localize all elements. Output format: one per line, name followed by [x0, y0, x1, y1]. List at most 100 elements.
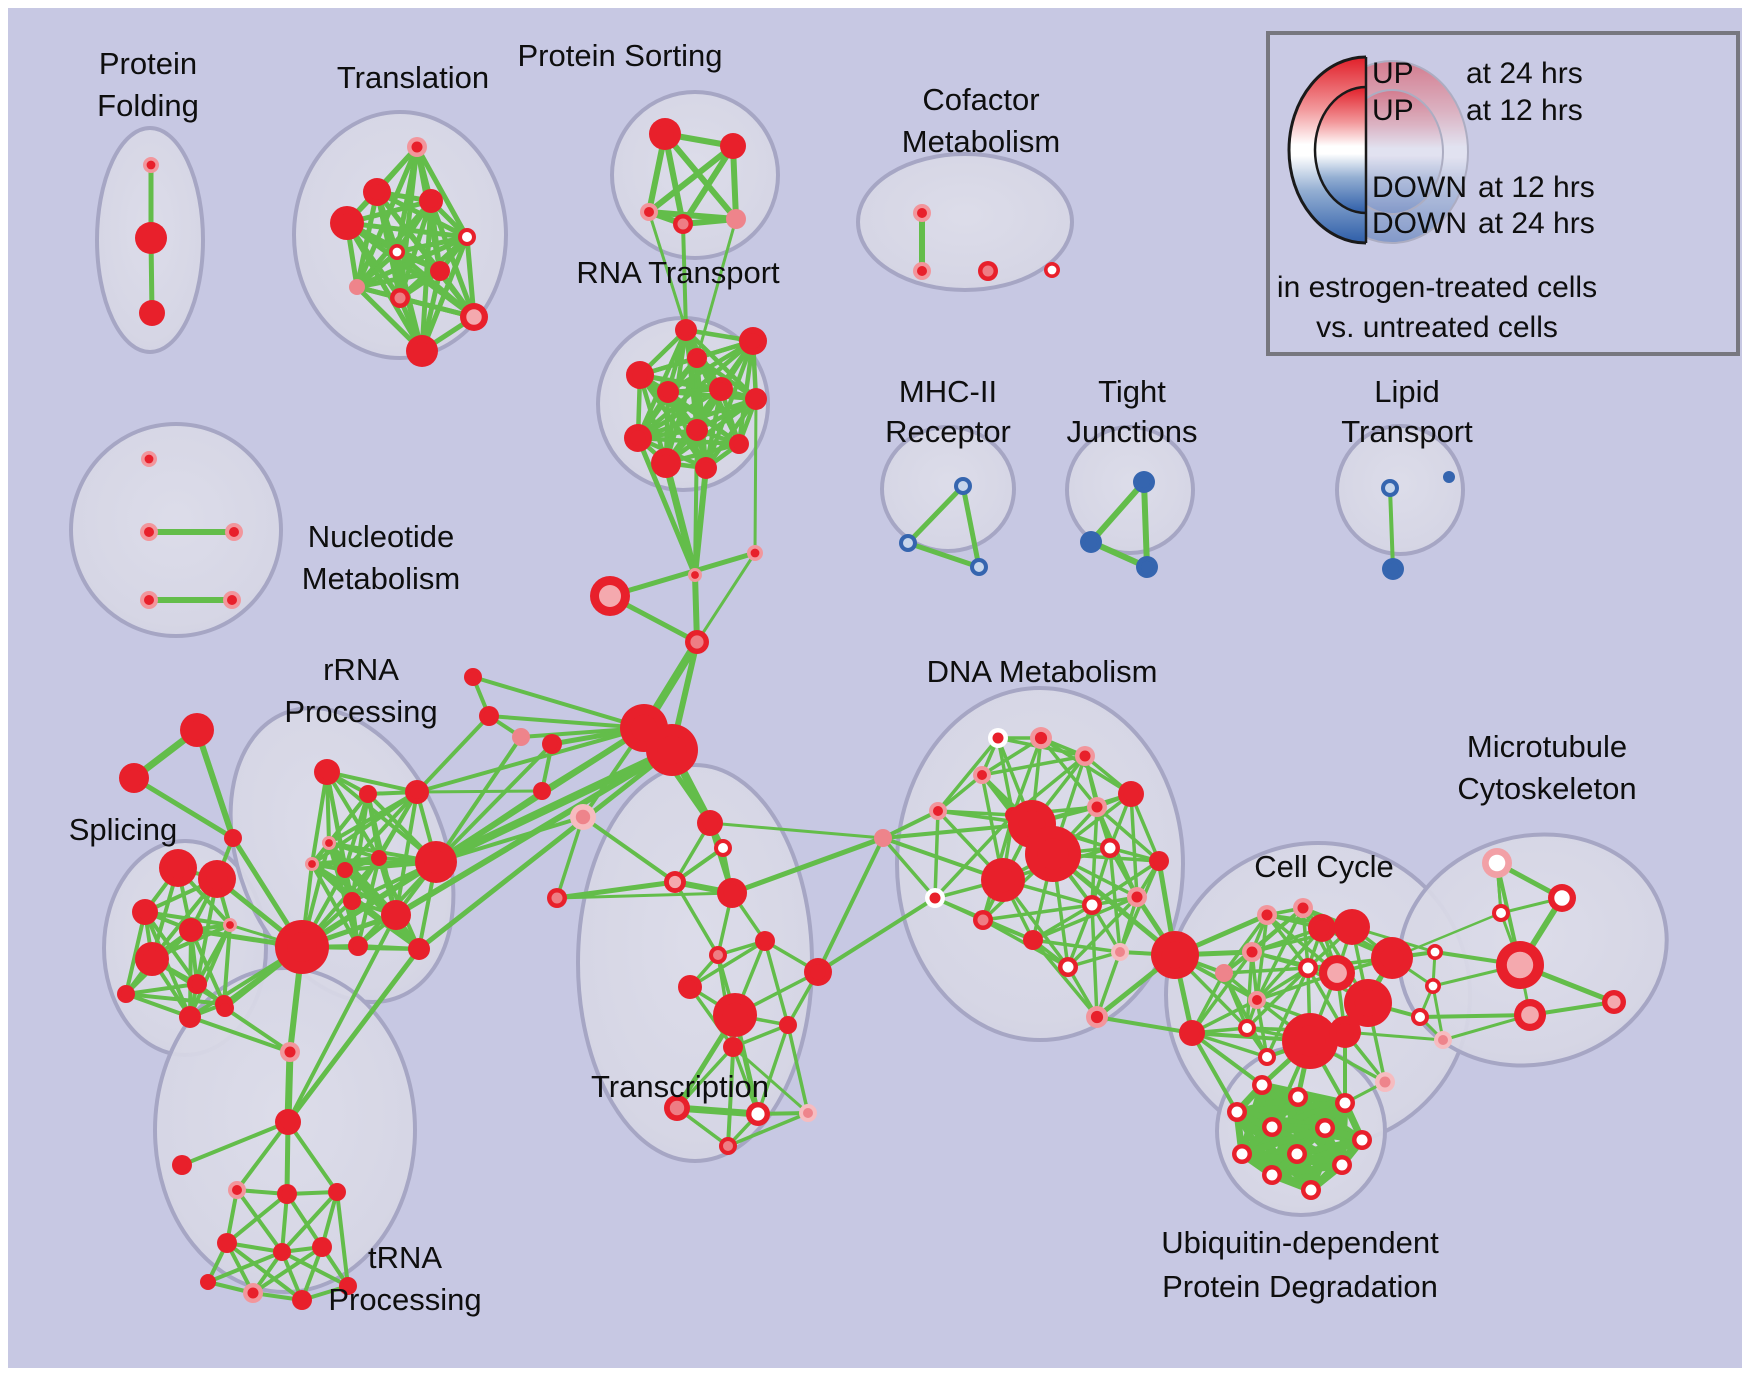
network-node-tc6: [709, 946, 727, 964]
network-node-tl6: [389, 244, 405, 260]
edge: [1066, 903, 1094, 969]
edge: [756, 1023, 790, 1116]
cluster-label-nucleotide-metabolism: Metabolism: [302, 561, 461, 596]
edge: [1222, 913, 1269, 975]
edge: [981, 903, 1094, 922]
edge: [1066, 895, 1139, 969]
cluster-label-mhc-ii-receptor: Receptor: [885, 414, 1011, 449]
edge: [487, 714, 646, 730]
network-node-cc13: [1319, 955, 1355, 991]
network-node-dm20: [1086, 1006, 1108, 1028]
cluster-label-layer: Protein Folding Translation Protein Sorting…: [69, 38, 1637, 1317]
edge: [635, 435, 742, 447]
edge: [1418, 1013, 1532, 1019]
network-node-tl2: [363, 178, 391, 206]
network-node-ch3: [590, 576, 630, 616]
edge: [1190, 1031, 1264, 1087]
edge: [695, 217, 738, 360]
network-node-tc11: [779, 1016, 797, 1034]
network-node-cf3: [978, 261, 998, 281]
edge: [286, 1120, 339, 1194]
network-node-th4: [217, 1233, 237, 1253]
network-node-cc15: [1282, 1013, 1338, 1069]
network-node-dm8: [1025, 826, 1081, 882]
network-node-cx1: [180, 713, 214, 747]
cluster-label-mhc-ii-receptor: MHC-II: [899, 374, 997, 409]
network-node-tc15: [799, 1104, 817, 1122]
edge: [693, 428, 699, 577]
node-layer: [117, 118, 1626, 1310]
edge: [816, 896, 937, 974]
network-node-cx5: [479, 706, 499, 726]
network-node-dm3: [1075, 746, 1095, 766]
edge: [354, 268, 443, 290]
edge: [280, 1190, 339, 1254]
edge: [415, 714, 491, 794]
network-node-cc2: [1257, 905, 1277, 925]
network-node-ub12: [1301, 1180, 1321, 1200]
network-node-nm3: [225, 523, 243, 541]
cluster-ellipse-tight-junctions: [1065, 425, 1195, 555]
network-node-rr3: [405, 780, 429, 804]
edge: [731, 1045, 810, 1115]
edge: [1233, 1099, 1349, 1116]
network-node-mh1: [954, 477, 972, 495]
edge: [681, 222, 688, 332]
network-node-rt1: [675, 319, 697, 341]
network-node-tc1: [697, 810, 723, 836]
network-node-ch8: [533, 782, 551, 800]
network-node-ub7: [1352, 1130, 1372, 1150]
network-node-dm19: [1058, 957, 1078, 977]
network-node-cc5: [1215, 964, 1233, 982]
cluster-label-cell-cycle: Cell Cycle: [1254, 849, 1394, 884]
network-node-ub8: [1232, 1144, 1252, 1164]
network-node-ub9: [1287, 1144, 1307, 1164]
edge: [434, 735, 523, 864]
network-node-ch7: [542, 734, 562, 754]
network-node-cc12: [1371, 937, 1413, 979]
legend-up-12-label: UP: [1372, 94, 1414, 127]
edge: [194, 727, 236, 841]
network-node-cf4: [1044, 262, 1060, 278]
network-node-tc14: [746, 1102, 770, 1126]
edge: [394, 234, 470, 255]
edge: [414, 144, 470, 240]
network-node-sp8: [117, 985, 135, 1003]
network-node-dm1: [988, 728, 1008, 748]
network-node-lt1: [1381, 479, 1399, 497]
network-node-rt6: [709, 377, 733, 401]
network-node-tl8: [349, 279, 365, 295]
edge: [980, 754, 1087, 777]
edge: [703, 338, 756, 471]
cluster-label-microtubule-cytoskeleton: Microtubule: [1467, 729, 1627, 764]
network-node-tc4: [717, 878, 747, 908]
network-node-dm17: [1149, 851, 1169, 871]
network-node-th6: [200, 1274, 216, 1290]
network-node-cc4: [1242, 942, 1262, 962]
network-node-dm12: [1100, 838, 1120, 858]
edge: [1141, 479, 1150, 570]
network-node-ub5: [1262, 1117, 1282, 1137]
edge: [1255, 906, 1305, 1002]
network-node-rr9: [343, 892, 361, 910]
network-node-dm11: [1118, 781, 1144, 807]
edge: [647, 210, 688, 332]
network-node-sp9: [179, 1006, 201, 1028]
network-node-th5: [312, 1237, 332, 1257]
network-node-ps3: [640, 203, 658, 221]
network-node-dm13: [925, 888, 945, 908]
network-node-rt9: [729, 434, 749, 454]
network-node-tc0: [570, 804, 596, 830]
network-node-ub6: [1315, 1118, 1335, 1138]
network-node-mt2: [1548, 884, 1576, 912]
edge: [726, 1111, 810, 1148]
network-node-rr10: [381, 900, 411, 930]
cluster-label-lipid-transport: Transport: [1341, 414, 1473, 449]
network-node-ub2: [1288, 1087, 1308, 1107]
network-node-tl11: [406, 335, 438, 367]
network-node-ps5: [726, 209, 746, 229]
cluster-label-translation: Translation: [337, 60, 489, 95]
network-node-cc1: [1179, 1020, 1205, 1046]
network-node-tc2: [714, 839, 732, 857]
edge: [1011, 736, 1043, 817]
